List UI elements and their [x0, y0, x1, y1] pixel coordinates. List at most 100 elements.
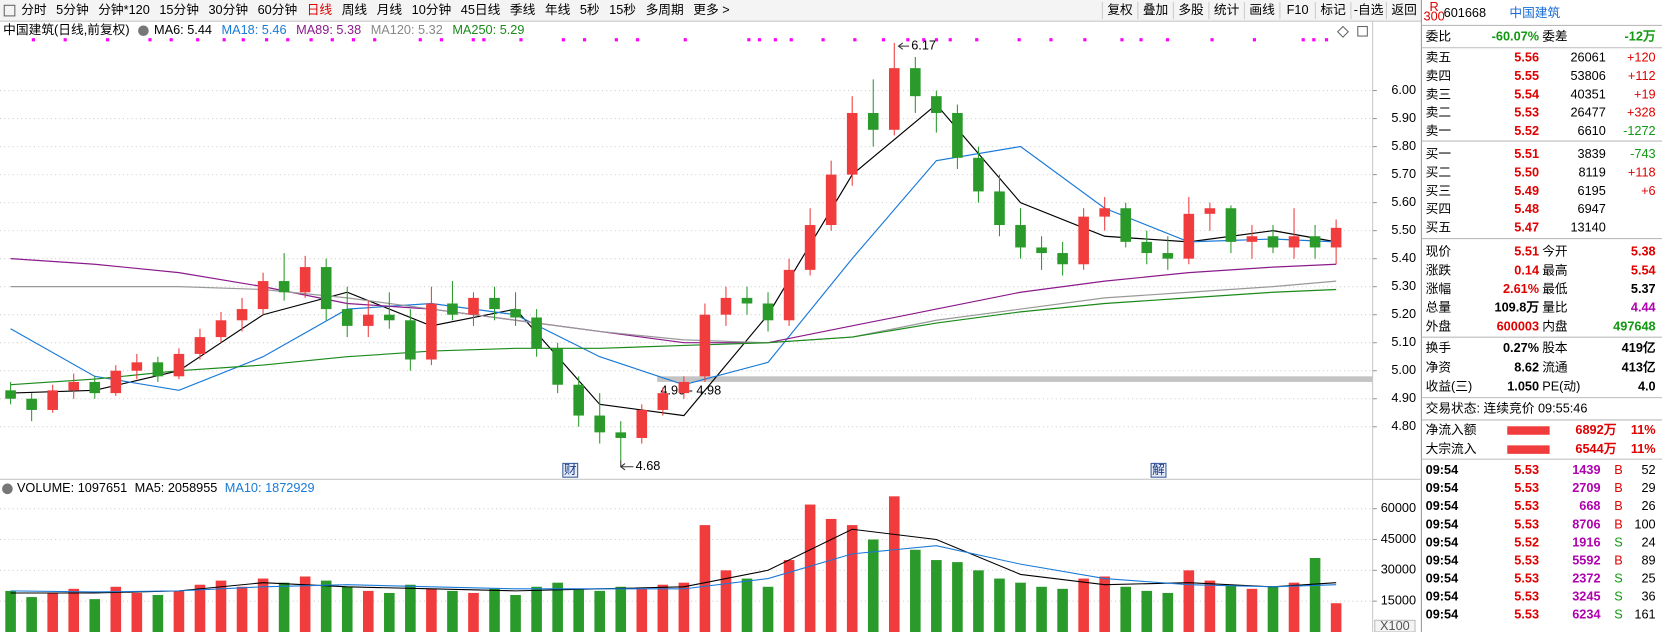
candle-body: [1330, 227, 1342, 248]
period-tab[interactable]: 年线: [545, 2, 571, 17]
ma-line: [10, 103, 1337, 417]
volume-bar: [278, 582, 290, 632]
trade-side: B: [1614, 462, 1622, 477]
period-tab[interactable]: 15分钟: [159, 2, 199, 17]
trade-side: B: [1614, 480, 1622, 495]
period-tab[interactable]: 30分钟: [208, 2, 248, 17]
toolbar-button[interactable]: 统计: [1214, 2, 1240, 17]
volume-bar: [994, 578, 1005, 632]
signal-dot: [922, 38, 926, 42]
candle-body: [489, 297, 500, 310]
candle-body: [573, 384, 584, 416]
order-price: 5.49: [1514, 183, 1539, 198]
period-tab[interactable]: 分钟*120: [98, 2, 150, 17]
volume-bar: [47, 592, 58, 632]
trade-price: 5.53: [1514, 462, 1539, 477]
y-tick-label: 15000: [1381, 593, 1416, 608]
period-tab[interactable]: 10分钟: [412, 2, 452, 17]
field-value: 2.61%: [1503, 281, 1539, 296]
event-marker-box[interactable]: [562, 462, 579, 478]
period-tab[interactable]: 周线: [342, 2, 368, 17]
candle-body: [636, 409, 648, 438]
flow-percent: 11%: [1631, 422, 1656, 437]
order-label: 买二: [1426, 165, 1452, 180]
toolbar-button[interactable]: F10: [1287, 2, 1309, 17]
field-value: 5.37: [1631, 281, 1656, 296]
y-tick-label: 6.00: [1391, 82, 1416, 97]
field-value: -60.07%: [1492, 28, 1539, 43]
period-tab[interactable]: 5分钟: [56, 2, 89, 17]
volume-bar: [931, 560, 942, 632]
volume-bar: [973, 570, 984, 632]
event-marker[interactable]: 解: [1152, 462, 1165, 477]
ma-legend: MA250: 5.29: [452, 22, 524, 37]
diamond-icon[interactable]: [1336, 25, 1350, 38]
toolbar-button[interactable]: 叠加: [1143, 2, 1168, 17]
field-value: 0.27%: [1503, 340, 1539, 355]
period-tab[interactable]: 多周期: [646, 2, 684, 17]
square-icon[interactable]: [1357, 25, 1368, 37]
toolbar-button[interactable]: -自选: [1354, 2, 1384, 17]
candle-body: [1120, 208, 1132, 242]
trade-volume: 8706: [1572, 516, 1600, 531]
event-marker-box[interactable]: [1150, 462, 1167, 478]
field-value: -12万: [1625, 28, 1656, 43]
volume-bar: [846, 525, 858, 632]
period-tab[interactable]: 分时: [21, 2, 47, 17]
chart-title: 中国建筑(日线,前复权): [3, 22, 129, 37]
period-tab[interactable]: 5秒: [580, 2, 600, 17]
signal-dot: [948, 38, 952, 42]
volume-bar: [615, 586, 627, 632]
toolbar-button[interactable]: 返回: [1391, 2, 1416, 17]
event-marker[interactable]: 财: [564, 462, 577, 477]
candle-body: [447, 303, 458, 315]
candle-body: [783, 269, 795, 321]
volume-bar: [320, 580, 332, 632]
period-tab[interactable]: 15秒: [609, 2, 636, 17]
order-label: 卖三: [1426, 86, 1451, 101]
field-label: 涨跌: [1426, 262, 1452, 277]
order-volume: 40351: [1570, 86, 1605, 101]
signal-dot: [1210, 38, 1214, 42]
field-label: 股本: [1542, 340, 1568, 355]
toolbar-button[interactable]: 多股: [1178, 2, 1204, 17]
toolbar-button[interactable]: 画线: [1249, 2, 1275, 17]
stock-name: 中国建筑: [1509, 5, 1560, 20]
y-tick-label: 5.80: [1391, 138, 1416, 153]
signal-dot: [105, 38, 110, 42]
signal-dot: [1120, 38, 1124, 42]
order-volume: 53806: [1570, 68, 1605, 83]
period-tab[interactable]: 季线: [510, 2, 536, 17]
signal-dot: [1139, 38, 1143, 42]
toolbar-button[interactable]: 复权: [1107, 2, 1133, 17]
order-label: 卖一: [1426, 123, 1452, 138]
y-tick-label: 45000: [1381, 531, 1416, 546]
trade-count: 52: [1641, 462, 1655, 477]
ma-legend: MA18: 5.46: [222, 22, 287, 37]
period-tab[interactable]: 月线: [377, 2, 403, 17]
menu-icon[interactable]: [3, 4, 16, 17]
candle-body: [973, 157, 984, 192]
volume-bar: [552, 582, 563, 632]
candle-body: [594, 415, 606, 433]
field-value: 5.38: [1631, 244, 1656, 259]
trade-volume: 1916: [1572, 534, 1600, 549]
toolbar-button[interactable]: 标记: [1320, 2, 1346, 17]
volume-bar: [5, 590, 16, 632]
signal-dot: [471, 38, 475, 42]
ma-legend: MA120: 5.32: [371, 22, 443, 37]
volume-bar: [867, 539, 879, 632]
volume-bar: [1078, 578, 1089, 632]
field-value: 5.51: [1514, 244, 1539, 259]
period-tab[interactable]: 60分钟: [258, 2, 298, 17]
volume-bar: [825, 518, 837, 632]
legend-toggle[interactable]: [2, 483, 13, 495]
candle-body: [384, 314, 395, 321]
order-volume: 26477: [1570, 105, 1605, 120]
period-tab[interactable]: 日线: [307, 2, 333, 17]
flow-value: 6544万: [1575, 441, 1616, 456]
period-tab[interactable]: 45日线: [461, 2, 501, 17]
candle-body: [47, 390, 58, 410]
legend-toggle[interactable]: [138, 25, 149, 37]
period-tab[interactable]: 更多 >: [693, 2, 729, 17]
